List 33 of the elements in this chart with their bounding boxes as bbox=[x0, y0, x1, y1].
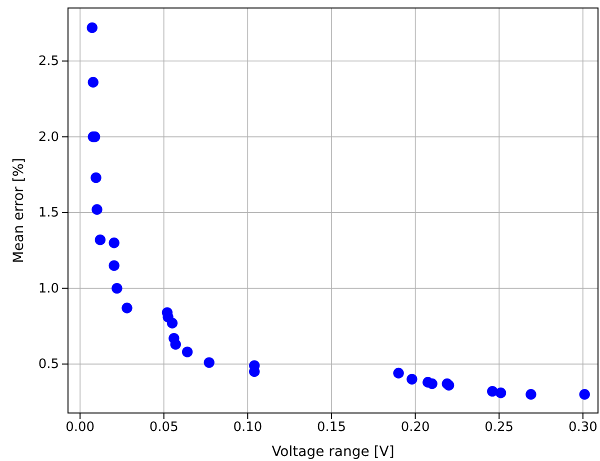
point bbox=[182, 346, 193, 358]
x-axis-title: Voltage range [V] bbox=[272, 444, 394, 460]
point bbox=[94, 234, 106, 246]
point bbox=[86, 22, 98, 34]
y-tick-label: 1.0 bbox=[38, 281, 59, 296]
point bbox=[526, 389, 536, 400]
point bbox=[112, 282, 122, 294]
point bbox=[170, 339, 181, 350]
point bbox=[393, 368, 404, 378]
point bbox=[495, 388, 506, 398]
x-tick-label: 0.20 bbox=[400, 420, 430, 436]
x-tick-label: 0.30 bbox=[568, 420, 598, 436]
point bbox=[204, 357, 214, 368]
point bbox=[88, 76, 98, 88]
y-tick-label: 1.5 bbox=[38, 206, 59, 221]
x-tick-label: 0.05 bbox=[149, 420, 178, 436]
point bbox=[426, 378, 438, 390]
y-tick-label: 0.5 bbox=[38, 357, 59, 372]
point bbox=[108, 260, 120, 271]
point bbox=[92, 204, 102, 215]
point bbox=[166, 318, 178, 328]
y-axis-title: Mean error [%] bbox=[11, 158, 27, 264]
point bbox=[122, 302, 132, 314]
y-tick-label: 2.5 bbox=[38, 54, 59, 70]
point bbox=[90, 172, 102, 184]
x-tick-label: 0.25 bbox=[484, 420, 514, 436]
x-tick-label: 0.00 bbox=[66, 420, 95, 436]
y-tick-label: 2.0 bbox=[38, 130, 59, 145]
point bbox=[579, 389, 590, 400]
x-tick-label: 0.10 bbox=[233, 420, 262, 436]
point bbox=[108, 238, 120, 248]
x-tick-label: 0.15 bbox=[317, 420, 346, 436]
point bbox=[406, 374, 418, 385]
